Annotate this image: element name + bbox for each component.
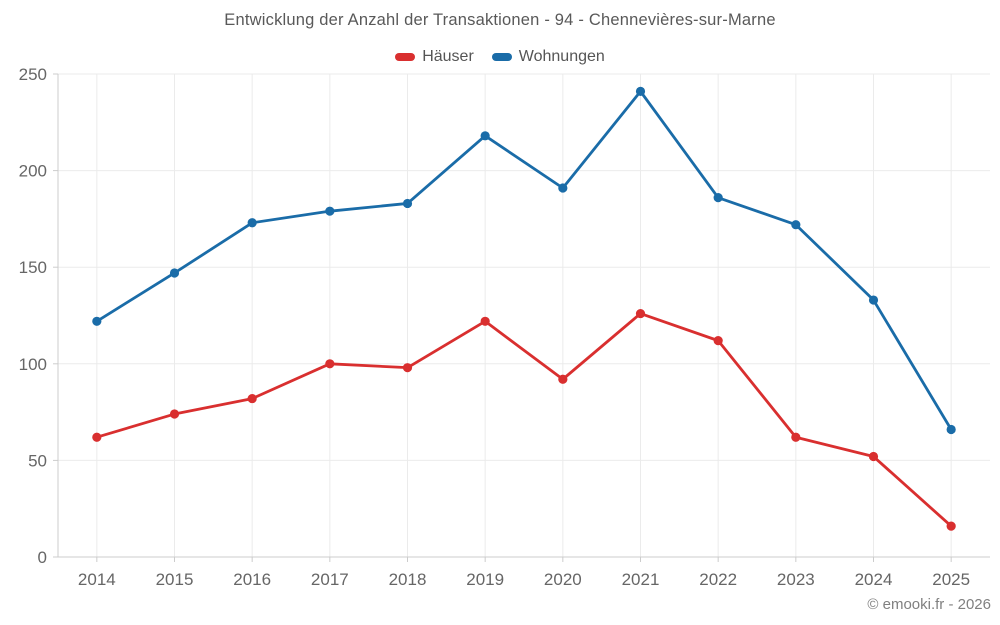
series-line-häuser (95, 312, 953, 528)
wohnungen-series-swatch-icon (491, 53, 512, 61)
legend-label-wohnungen: Wohnungen (518, 48, 605, 65)
data-point[interactable] (169, 409, 180, 419)
x-tick-label: 2022 (699, 570, 737, 589)
x-tick-label: 2025 (932, 570, 970, 589)
data-point[interactable] (92, 432, 102, 442)
legend-label-haeuser: Häuser (422, 48, 474, 65)
data-point[interactable] (713, 193, 723, 203)
data-point[interactable] (92, 316, 102, 326)
data-point[interactable] (402, 363, 413, 373)
y-tick-label: 50 (28, 451, 47, 470)
data-point[interactable] (713, 336, 723, 346)
data-point[interactable] (325, 206, 335, 216)
x-tick-label: 2021 (622, 570, 660, 589)
data-point[interactable] (247, 393, 257, 404)
x-tick-label: 2014 (78, 570, 116, 589)
data-point[interactable] (402, 198, 413, 209)
data-point[interactable] (325, 359, 335, 369)
data-point[interactable] (946, 521, 956, 531)
data-point[interactable] (169, 268, 180, 278)
x-tick-label: 2018 (389, 570, 427, 589)
x-tick-label: 2017 (311, 570, 349, 589)
x-tick-label: 2016 (233, 570, 271, 589)
data-point[interactable] (558, 183, 568, 193)
x-tick-label: 2015 (156, 570, 194, 589)
data-point[interactable] (868, 295, 879, 305)
x-tick-label: 2020 (544, 570, 582, 589)
haeuser-series-swatch-icon (395, 53, 416, 61)
data-point[interactable] (635, 308, 646, 319)
legend-item-wohnungen[interactable]: Wohnungen (491, 48, 605, 66)
x-tick-label: 2024 (855, 570, 893, 589)
x-tick-label: 2019 (466, 570, 504, 589)
data-point[interactable] (558, 374, 568, 384)
copyright-text: © emooki.fr - 2026 (867, 596, 991, 613)
legend-item-haeuser[interactable]: Häuser (395, 48, 474, 66)
data-point[interactable] (247, 218, 257, 228)
data-point[interactable] (791, 432, 801, 442)
y-tick-label: 250 (19, 65, 47, 84)
chart-legend: Häuser Wohnungen (0, 48, 1000, 66)
data-point[interactable] (868, 451, 879, 462)
data-point[interactable] (480, 131, 490, 141)
y-tick-label: 100 (19, 355, 47, 374)
y-tick-label: 0 (38, 548, 47, 567)
series-line-wohnungen (95, 89, 953, 431)
data-point[interactable] (635, 86, 646, 96)
data-point[interactable] (480, 316, 490, 326)
y-tick-label: 150 (19, 258, 47, 277)
data-point[interactable] (791, 220, 801, 230)
x-tick-label: 2023 (777, 570, 815, 589)
data-point[interactable] (946, 424, 956, 435)
chart-title: Entwicklung der Anzahl der Transaktionen… (224, 11, 776, 29)
y-tick-label: 200 (19, 162, 47, 181)
